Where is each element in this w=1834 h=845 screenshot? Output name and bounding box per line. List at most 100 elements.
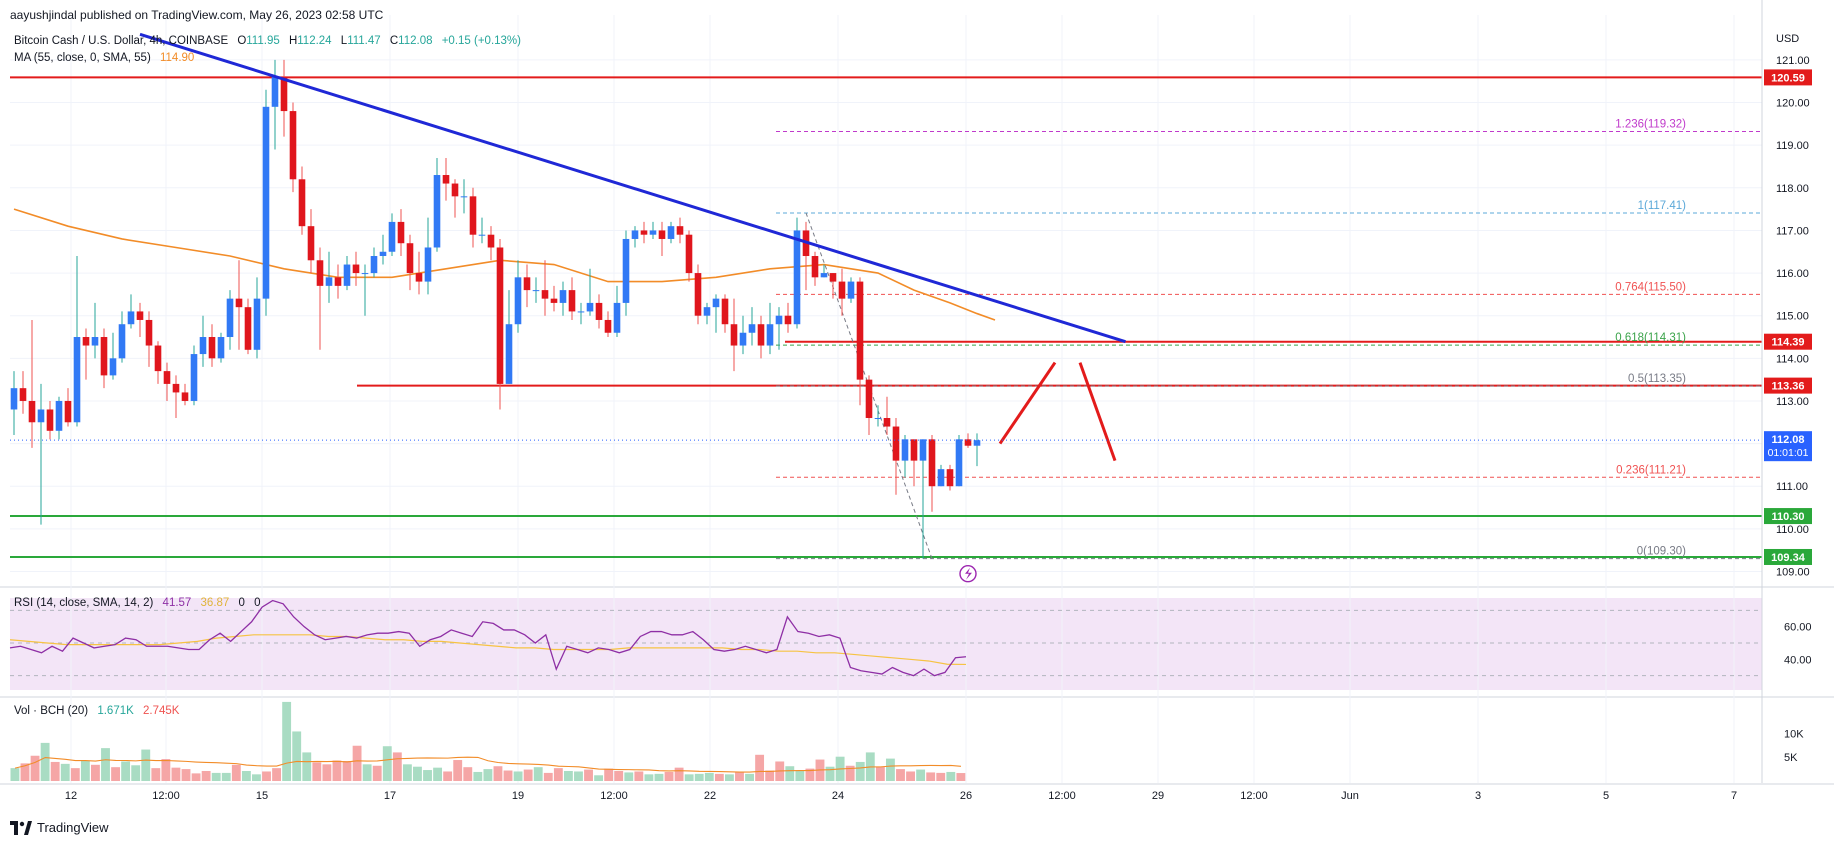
candle-body bbox=[451, 183, 459, 197]
candle bbox=[415, 251, 423, 295]
moving-average bbox=[13, 208, 996, 321]
volume-bar bbox=[735, 771, 744, 781]
volume-bar bbox=[825, 766, 835, 781]
volume-bar bbox=[604, 768, 614, 781]
candle-body bbox=[766, 324, 774, 346]
rsi-band bbox=[10, 598, 1762, 690]
candle bbox=[559, 281, 567, 316]
candle-body bbox=[667, 226, 675, 239]
open-value: 111.95 bbox=[246, 35, 280, 47]
candle bbox=[172, 375, 180, 419]
volume-bar bbox=[91, 764, 100, 781]
candle-body bbox=[829, 273, 837, 282]
volume-bar bbox=[523, 769, 533, 781]
volume-bar bbox=[634, 771, 644, 781]
price-tag-res2-bg bbox=[1764, 333, 1812, 350]
ma-label[interactable]: MA (55, close, 0, SMA, 55) bbox=[14, 52, 151, 64]
volume-bar bbox=[352, 745, 362, 781]
x-tick-label: 22 bbox=[704, 790, 716, 802]
rsi-label[interactable]: RSI (14, close, SMA, 14, 2) bbox=[14, 597, 154, 609]
candle-body bbox=[406, 243, 414, 274]
candle bbox=[811, 251, 819, 286]
volume-bar bbox=[453, 760, 463, 781]
trendline bbox=[139, 32, 1126, 344]
grid bbox=[0, 15, 1834, 785]
candle bbox=[496, 238, 504, 410]
candle-body bbox=[703, 307, 711, 316]
y-tick-label: 115.00 bbox=[1776, 311, 1809, 323]
volume-bar bbox=[322, 764, 332, 781]
candle bbox=[343, 256, 351, 291]
candle bbox=[370, 247, 378, 278]
candle-body bbox=[199, 337, 207, 355]
volume-bar bbox=[875, 766, 885, 781]
projection-down-arrow bbox=[1078, 362, 1117, 462]
candle bbox=[91, 302, 99, 359]
volume-bar bbox=[594, 775, 604, 781]
candle-body bbox=[838, 281, 846, 299]
candle bbox=[649, 221, 657, 239]
volume-bar bbox=[362, 764, 372, 781]
volume-bar bbox=[654, 773, 664, 781]
volume-bar bbox=[463, 767, 473, 781]
candle bbox=[154, 341, 162, 384]
candle bbox=[82, 328, 90, 380]
candle-body bbox=[316, 260, 324, 286]
candle-body bbox=[100, 337, 108, 376]
candle bbox=[946, 464, 954, 491]
volume-bar bbox=[121, 761, 131, 781]
candle-body bbox=[496, 247, 504, 384]
candle-body bbox=[64, 400, 72, 423]
candle-body bbox=[10, 388, 18, 410]
candle bbox=[523, 264, 531, 308]
candle bbox=[613, 285, 621, 338]
x-tick-label: 12:00 bbox=[1240, 790, 1268, 802]
footer-brand[interactable]: TradingView bbox=[37, 820, 109, 835]
volume-bar bbox=[423, 770, 432, 781]
candle-body bbox=[82, 337, 90, 346]
candle bbox=[37, 383, 45, 525]
volume-ma-value: 2.745K bbox=[143, 705, 180, 717]
volume-bar bbox=[141, 749, 151, 781]
volume-bar bbox=[805, 768, 815, 781]
candle-body bbox=[487, 234, 495, 248]
volume-label[interactable]: Vol · BCH (20) bbox=[14, 705, 89, 717]
candle bbox=[217, 332, 225, 363]
y-tick-label: 109.00 bbox=[1776, 566, 1810, 578]
x-tick-label: Jun bbox=[1341, 790, 1359, 802]
candle-body bbox=[910, 439, 918, 461]
candle-body bbox=[370, 256, 378, 274]
volume-bar bbox=[473, 771, 483, 781]
volume-bar bbox=[755, 754, 765, 781]
candle bbox=[199, 315, 207, 367]
candle-body bbox=[91, 337, 99, 346]
rsi-zero-2: 0 bbox=[254, 597, 261, 609]
volume-bar bbox=[131, 765, 141, 781]
candle bbox=[775, 307, 783, 350]
volume-bar bbox=[483, 769, 493, 781]
price-tag-res3-bg bbox=[1764, 377, 1812, 394]
publisher-line: aayushjindal published on TradingView.co… bbox=[10, 8, 384, 22]
y-tick-label: 116.00 bbox=[1776, 268, 1809, 280]
volume-bar bbox=[70, 768, 80, 781]
candle-body bbox=[649, 230, 657, 235]
candle bbox=[892, 418, 900, 495]
candle bbox=[829, 273, 837, 299]
symbol-name[interactable]: Bitcoin Cash / U.S. Dollar, 4h, COINBASE bbox=[14, 35, 229, 47]
candle bbox=[955, 435, 963, 487]
candle-body bbox=[37, 409, 45, 423]
currency-label: USD bbox=[1776, 33, 1799, 45]
candle-body bbox=[847, 281, 855, 299]
candle-body bbox=[55, 400, 63, 431]
ma-row: MA (55, close, 0, SMA, 55) 114.90 bbox=[14, 52, 194, 64]
candle bbox=[397, 209, 405, 257]
footer: TradingView bbox=[10, 820, 109, 835]
y-tick-label: 120.00 bbox=[1776, 98, 1810, 110]
candle bbox=[541, 260, 549, 316]
candle-body bbox=[541, 290, 549, 299]
candle bbox=[631, 226, 639, 248]
candle bbox=[235, 260, 243, 350]
volume-pane bbox=[10, 701, 966, 781]
candle-body bbox=[235, 298, 243, 308]
